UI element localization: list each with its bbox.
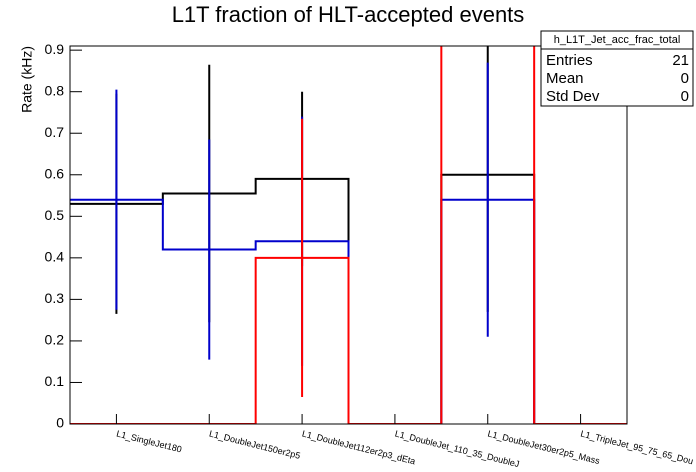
y-tick-label: 0.6: [45, 165, 65, 181]
stats-box: h_L1T_Jet_acc_frac_total Entries 21 Mean…: [540, 30, 694, 107]
stats-value: 0: [681, 88, 689, 105]
y-tick-label: 0: [56, 415, 64, 431]
histogram-line: [70, 46, 627, 424]
y-tick-label: 0.2: [45, 332, 65, 348]
y-tick-label: 0.3: [45, 290, 65, 306]
plot-area: [70, 46, 627, 424]
stats-value: 21: [672, 52, 689, 69]
y-tick-label: 0.5: [45, 207, 65, 223]
stats-title: h_L1T_Jet_acc_frac_total: [554, 34, 681, 46]
x-tick-label: L1_DoubleJet150er2p5: [208, 429, 301, 461]
y-tick-label: 0.8: [45, 82, 65, 98]
y-tick-label: 0.4: [45, 249, 65, 265]
y-axis-label: Rate (kHz): [19, 46, 35, 113]
stats-label: Entries: [546, 52, 593, 69]
stats-label: Mean: [546, 70, 584, 87]
x-tick-label: L1_SingleJet180: [115, 429, 182, 455]
y-tick-label: 0.9: [45, 41, 65, 57]
stats-value: 0: [681, 70, 689, 87]
y-tick-label: 0.1: [45, 373, 65, 389]
y-tick-label: 0.7: [45, 124, 65, 140]
stats-label: Std Dev: [546, 88, 600, 105]
frame: [69, 45, 628, 425]
stats-border: [540, 30, 694, 107]
chart-title: L1T fraction of HLT-accepted events: [172, 2, 525, 27]
